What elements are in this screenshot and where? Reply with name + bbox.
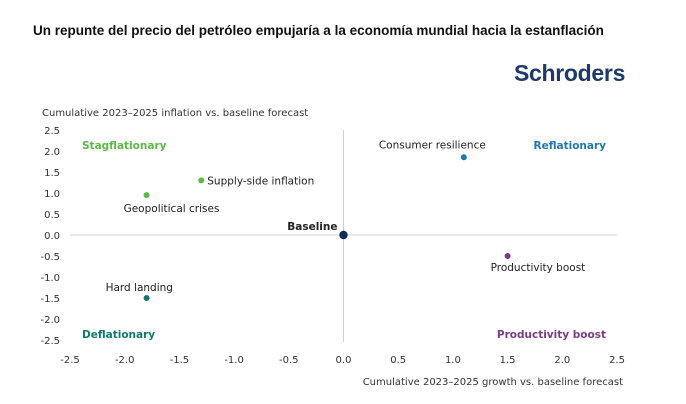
data-point-label: Geopolitical crises: [124, 203, 220, 215]
y-tick-label: -1.0: [40, 273, 60, 284]
data-point: [143, 192, 150, 199]
quadrant-label: Stagflationary: [82, 140, 167, 152]
data-point: [339, 230, 348, 240]
data-point: [504, 253, 511, 259]
data-point: [143, 295, 150, 301]
x-tick-label: 2.5: [609, 355, 625, 366]
x-tick-label: 1.5: [500, 355, 516, 366]
y-axis-title: Cumulative 2023–2025 inflation vs. basel…: [42, 108, 308, 119]
quadrant-label: Productivity boost: [497, 329, 606, 341]
x-tick-label: -1.5: [170, 355, 190, 366]
y-tick-label: 0.0: [44, 231, 60, 242]
data-point-label: Baseline: [287, 221, 337, 233]
y-tick-label: -1.5: [40, 294, 60, 305]
x-axis-title: Cumulative 2023–2025 growth vs. baseline…: [363, 377, 623, 388]
data-point-label: Supply-side inflation: [207, 175, 314, 187]
y-tick-label: -2.0: [40, 315, 60, 326]
quadrant-label: Reflationary: [534, 140, 607, 152]
y-tick-label: -0.5: [40, 252, 60, 263]
x-tick-label: 0.0: [336, 355, 352, 366]
data-point: [460, 154, 467, 161]
data-point-label: Consumer resilience: [379, 139, 486, 151]
data-point-label: Productivity boost: [491, 262, 586, 274]
y-tick-label: 0.5: [44, 210, 60, 221]
schroders-logo: Schroders: [514, 60, 626, 86]
y-tick-label: -2.5: [40, 336, 60, 347]
y-tick-label: 1.0: [44, 189, 60, 200]
data-point: [198, 177, 205, 184]
chart-headline: Un repunte del precio del petróleo empuj…: [33, 23, 604, 38]
y-tick-label: 1.5: [44, 168, 60, 179]
x-tick-label: -0.5: [279, 355, 299, 366]
y-tick-label: 2.5: [44, 126, 60, 137]
x-tick-label: -1.0: [224, 355, 244, 366]
data-point-label: Hard landing: [106, 282, 173, 294]
x-tick-label: -2.5: [60, 355, 80, 366]
quadrant-label: Deflationary: [82, 329, 155, 341]
x-tick-label: 2.0: [554, 355, 570, 366]
x-tick-label: -2.0: [115, 355, 135, 366]
x-tick-label: 0.5: [390, 355, 406, 366]
y-tick-label: 2.0: [44, 147, 60, 158]
x-tick-label: 1.0: [445, 355, 461, 366]
